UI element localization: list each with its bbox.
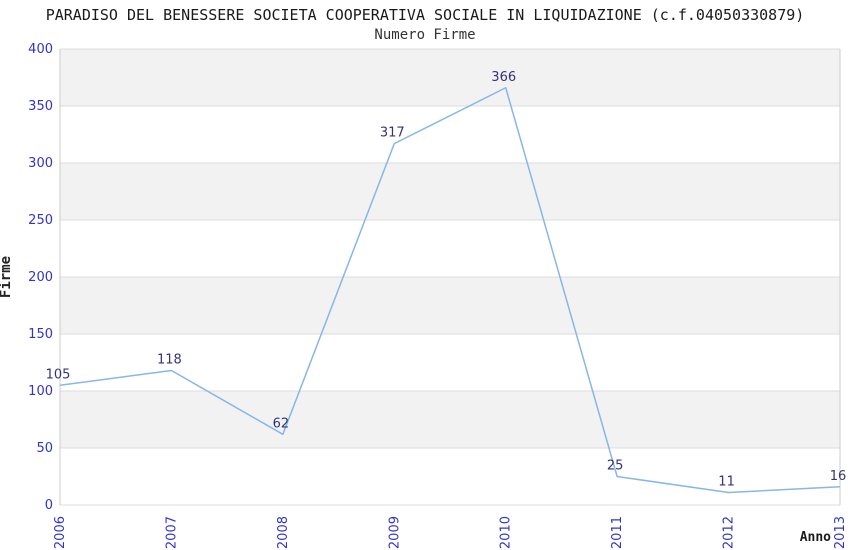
plot-band	[60, 391, 840, 448]
x-tick-label: 2008	[276, 516, 291, 549]
y-tick-label: 200	[28, 270, 53, 285]
x-tick-label: 2011	[610, 516, 625, 549]
data-point-label: 118	[157, 352, 182, 367]
x-tick-label: 2007	[164, 516, 179, 549]
y-axis-label: Firme	[0, 255, 14, 299]
data-point-label: 105	[46, 367, 71, 382]
x-tick-label: 2009	[387, 516, 402, 549]
x-tick-label: 2013	[833, 516, 848, 549]
x-axis-label: Anno	[799, 530, 831, 545]
y-tick-label: 250	[28, 213, 53, 228]
data-point-label: 25	[607, 459, 624, 474]
y-tick-label: 150	[28, 327, 53, 342]
x-tick-label: 2012	[722, 516, 737, 549]
x-tick-label: 2010	[499, 516, 514, 549]
y-tick-label: 0	[45, 498, 53, 513]
data-point-label: 317	[380, 126, 405, 141]
y-tick-label: 350	[28, 99, 53, 114]
x-tick-label: 2006	[53, 516, 68, 549]
plot-band	[60, 163, 840, 220]
plot-band	[60, 106, 840, 163]
series-line	[59, 87, 841, 494]
y-tick-label: 100	[28, 384, 53, 399]
plot-band	[60, 49, 840, 106]
y-tick-label: 50	[36, 441, 53, 456]
data-point-label: 11	[718, 474, 735, 489]
y-tick-label: 300	[28, 156, 53, 171]
data-point-label: 366	[491, 70, 516, 85]
data-point-label: 62	[273, 416, 290, 431]
plot-band	[60, 277, 840, 334]
chart-title: PARADISO DEL BENESSERE SOCIETA COOPERATI…	[45, 6, 805, 24]
plot-band	[60, 220, 840, 277]
chart-subtitle: Numero Firme	[374, 27, 476, 43]
plot-band	[60, 448, 840, 505]
data-point-label: 16	[830, 469, 847, 484]
y-tick-label: 400	[28, 42, 53, 57]
